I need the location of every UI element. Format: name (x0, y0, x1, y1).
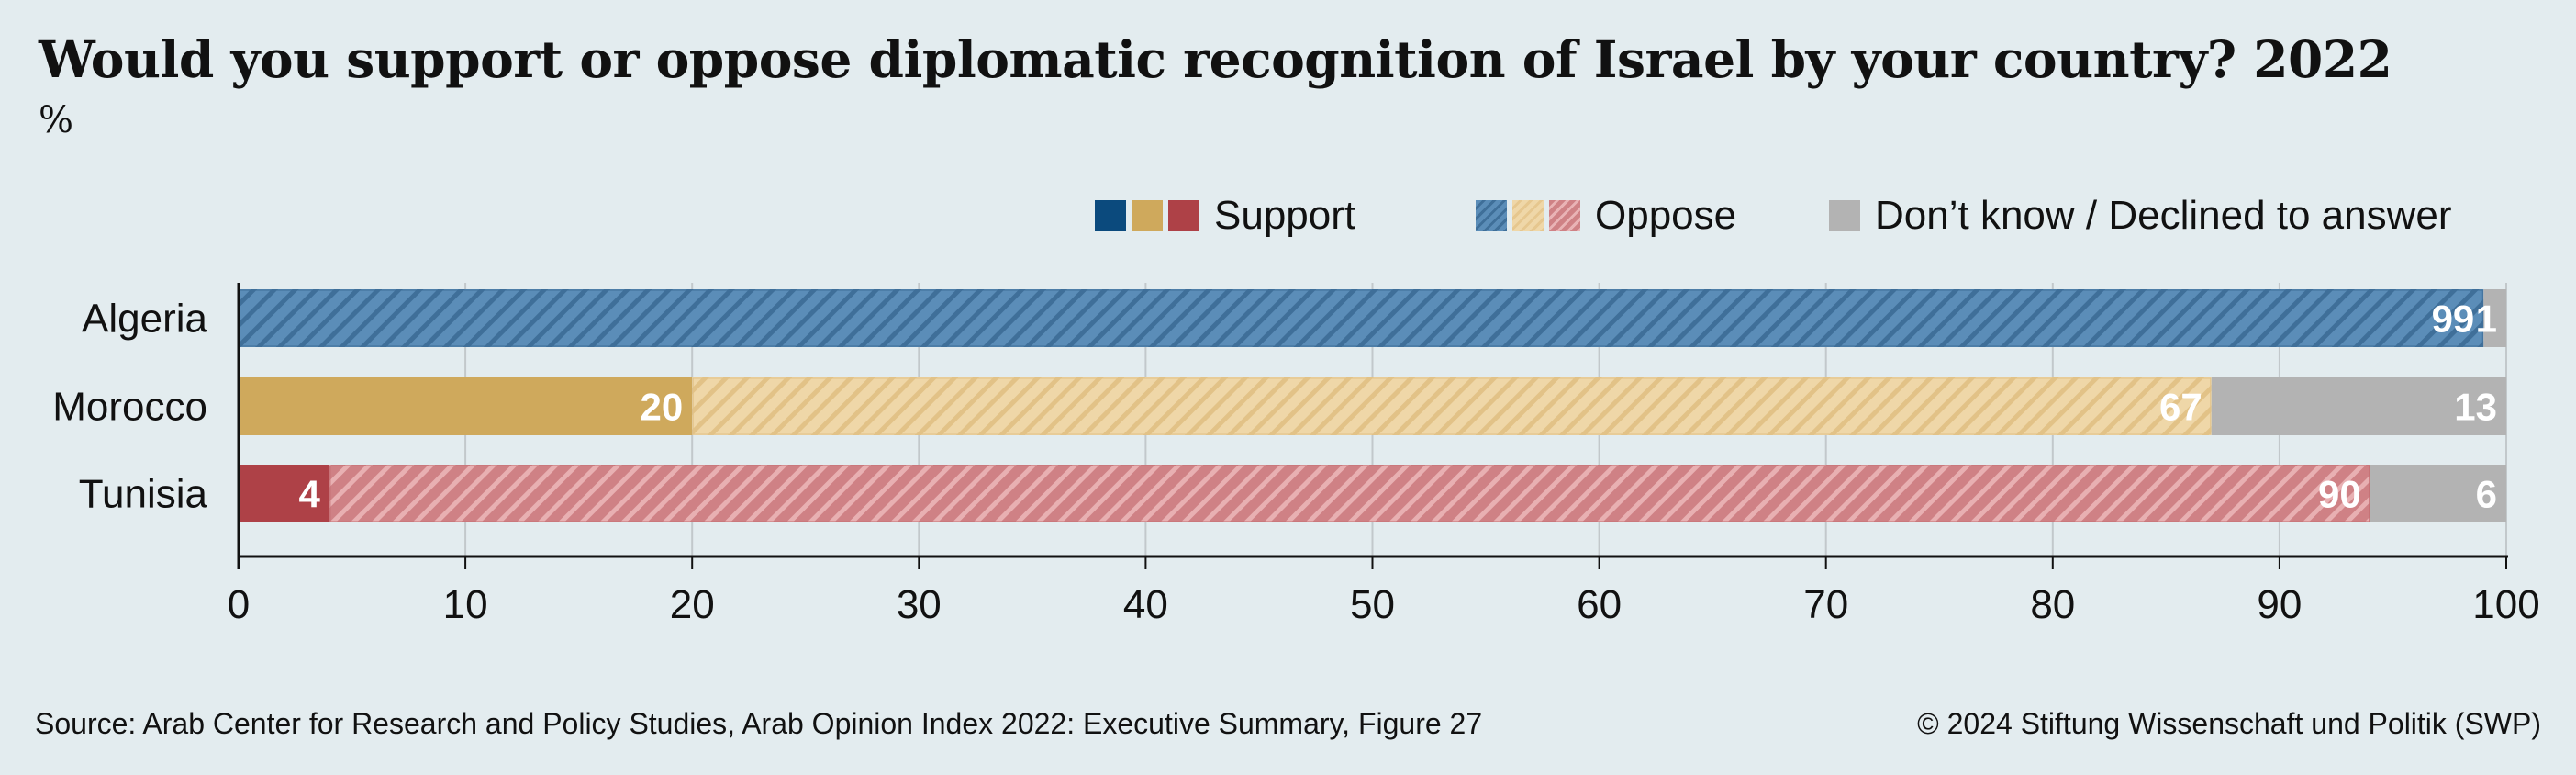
legend-label-oppose: Oppose (1595, 193, 1737, 238)
legend-swatch-support-tunisia (1168, 200, 1199, 231)
x-tick-label-0: 0 (228, 582, 250, 627)
chart-subtitle: % (39, 99, 74, 141)
legend-label-dont-know: Don’t know / Declined to answer (1875, 193, 2452, 238)
legend-label-support: Support (1214, 193, 1356, 238)
bar-morocco-dont-know (2211, 377, 2506, 435)
legend-swatch-oppose-algeria (1476, 200, 1507, 231)
labels: 99 1 Algeria 20 67 13 Morocco 4 90 6 Tunisia (52, 297, 2497, 517)
x-axis: 0 10 20 30 40 50 60 70 80 90 100 (228, 283, 2540, 627)
data-label-algeria-dont-know: 1 (2476, 298, 2497, 341)
data-label-morocco-support: 20 (640, 386, 683, 429)
legend-swatch-support-algeria (1095, 200, 1126, 231)
x-tick-label-10: 10 (443, 582, 488, 627)
data-label-tunisia-support: 4 (298, 473, 320, 516)
category-label-tunisia: Tunisia (79, 472, 208, 517)
bar-algeria-oppose (239, 289, 2484, 347)
legend-swatch-support-morocco (1132, 200, 1163, 231)
x-tick-label-70: 70 (1803, 582, 1848, 627)
source-note: Source: Arab Center for Research and Pol… (35, 707, 1483, 740)
category-label-algeria: Algeria (82, 297, 207, 342)
x-tick-label-40: 40 (1123, 582, 1168, 627)
bar-outline-morocco-oppose (692, 377, 2212, 435)
bar-outline-tunisia-oppose (329, 465, 2370, 522)
data-label-tunisia-dont-know: 6 (2476, 473, 2497, 516)
x-tick-label-80: 80 (2030, 582, 2075, 627)
bar-tunisia-oppose (329, 465, 2370, 522)
legend-swatch-oppose-tunisia (1549, 200, 1580, 231)
x-tick-label-100: 100 (2472, 582, 2539, 627)
legend-swatch-oppose-morocco (1512, 200, 1544, 231)
bar-morocco-support (239, 377, 693, 435)
x-tick-label-60: 60 (1577, 582, 1622, 627)
data-label-morocco-oppose: 67 (2159, 386, 2202, 429)
data-label-algeria-oppose: 99 (2432, 298, 2475, 341)
bars (239, 289, 2506, 522)
x-tick-label-20: 20 (670, 582, 715, 627)
bar-tunisia-dont-know (2370, 465, 2506, 522)
data-label-tunisia-oppose: 90 (2318, 473, 2361, 516)
legend: Support (1095, 188, 1355, 243)
data-label-morocco-dont-know: 13 (2454, 386, 2497, 429)
x-tick-label-90: 90 (2257, 582, 2302, 627)
x-tick-label-50: 50 (1350, 582, 1395, 627)
copyright-note: © 2024 Stiftung Wissenschaft und Politik… (1917, 707, 2541, 740)
x-tick-label-30: 30 (897, 582, 942, 627)
legend-dont-know: Don’t know / Declined to answer (1829, 188, 2452, 243)
bar-morocco-oppose (692, 377, 2212, 435)
chart-title: Would you support or oppose diplomatic r… (39, 29, 2392, 89)
legend-swatch-dont-know (1829, 200, 1860, 231)
bar-algeria-dont-know (2483, 289, 2506, 347)
category-label-morocco: Morocco (52, 385, 207, 430)
legend-oppose: Oppose (1476, 188, 1736, 243)
bar-tunisia-support (239, 465, 329, 522)
